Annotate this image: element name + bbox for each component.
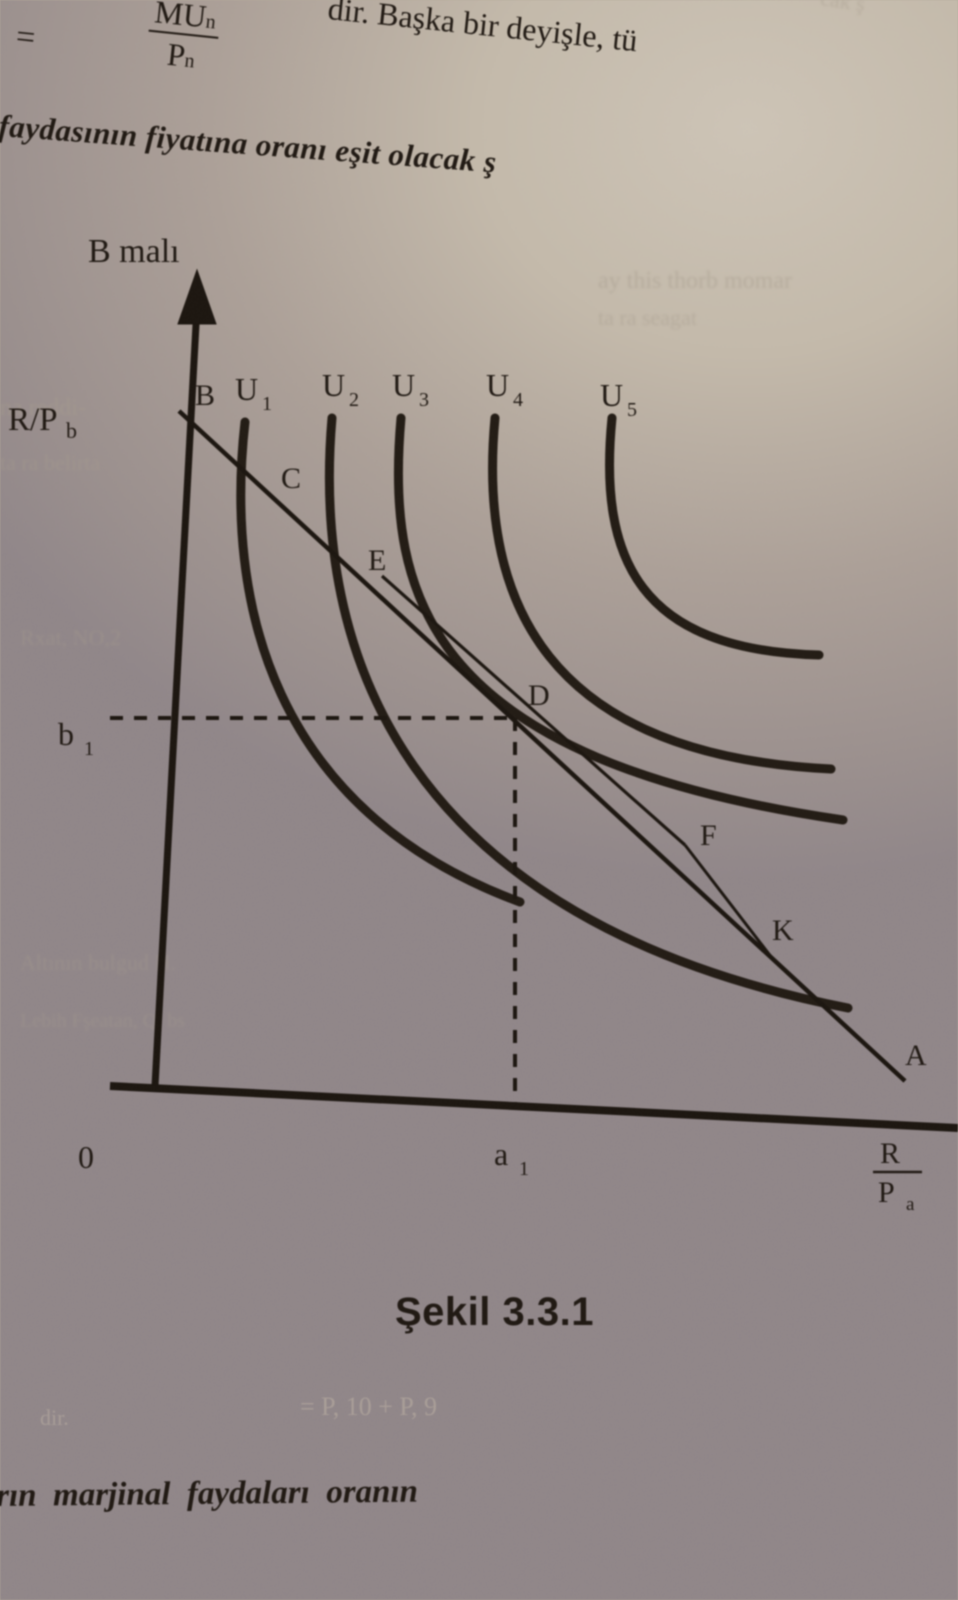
svg-text:B malı: B malı xyxy=(88,233,180,270)
svg-text:R/P: R/P xyxy=(8,402,58,438)
svg-text:1: 1 xyxy=(262,393,272,415)
svg-text:D: D xyxy=(528,679,550,712)
svg-text:b: b xyxy=(66,418,77,443)
svg-text:a: a xyxy=(494,1136,508,1172)
svg-text:A: A xyxy=(905,1039,927,1072)
svg-text:R: R xyxy=(880,1137,900,1170)
svg-text:F: F xyxy=(700,819,717,852)
svg-text:U: U xyxy=(235,371,258,407)
svg-text:U: U xyxy=(600,377,623,413)
svg-text:U: U xyxy=(322,367,345,403)
svg-text:a: a xyxy=(906,1194,915,1215)
svg-text:B: B xyxy=(195,379,215,412)
svg-text:U: U xyxy=(392,367,415,403)
svg-text:C: C xyxy=(281,462,301,495)
svg-text:1: 1 xyxy=(519,1158,529,1180)
svg-text:1: 1 xyxy=(84,738,94,760)
svg-text:K: K xyxy=(772,914,794,947)
svg-text:U: U xyxy=(486,367,509,403)
svg-text:0: 0 xyxy=(78,1139,94,1175)
svg-text:E: E xyxy=(368,544,386,577)
svg-text:b: b xyxy=(58,716,74,752)
svg-text:2: 2 xyxy=(349,389,359,411)
svg-text:5: 5 xyxy=(627,399,637,421)
svg-text:4: 4 xyxy=(513,389,523,411)
svg-text:P: P xyxy=(878,1176,895,1209)
svg-text:3: 3 xyxy=(419,389,429,411)
